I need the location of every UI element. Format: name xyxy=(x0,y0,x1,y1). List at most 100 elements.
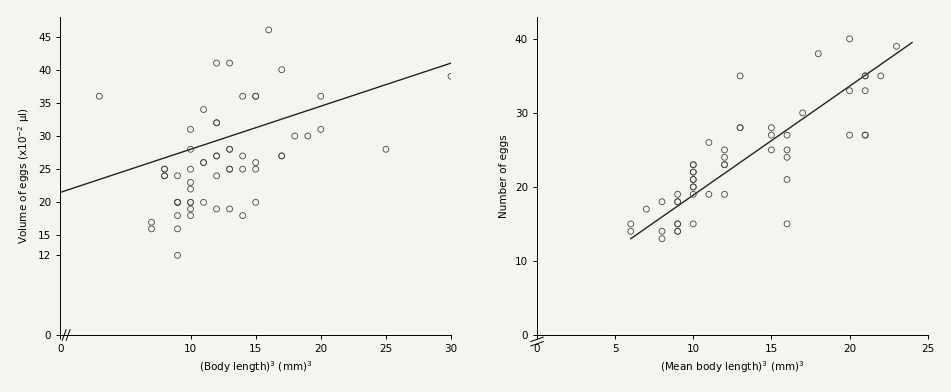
Point xyxy=(686,176,701,183)
Point xyxy=(717,191,732,198)
Point xyxy=(170,172,185,179)
Point xyxy=(274,153,289,159)
Point xyxy=(717,162,732,168)
Point xyxy=(858,73,873,79)
Point xyxy=(262,27,277,33)
Point xyxy=(686,184,701,190)
Point xyxy=(157,172,172,179)
Point xyxy=(183,166,198,172)
Point xyxy=(235,153,250,159)
Point xyxy=(183,199,198,205)
Point xyxy=(209,120,224,126)
Point xyxy=(670,221,686,227)
Point xyxy=(222,166,237,172)
Point xyxy=(183,206,198,212)
Point xyxy=(170,199,185,205)
Point xyxy=(196,160,211,166)
Point xyxy=(235,166,250,172)
Point xyxy=(248,166,263,172)
Point xyxy=(222,166,237,172)
Point xyxy=(764,147,779,153)
Point xyxy=(670,221,686,227)
Point xyxy=(780,221,795,227)
Point xyxy=(209,153,224,159)
Point xyxy=(889,43,904,49)
Point xyxy=(686,162,701,168)
Point xyxy=(654,228,670,234)
Point xyxy=(248,160,263,166)
Point xyxy=(170,199,185,205)
Point xyxy=(623,228,638,234)
Point xyxy=(222,206,237,212)
Point xyxy=(183,212,198,219)
Y-axis label: Volume of eggs (x10$^{-2}$ μl): Volume of eggs (x10$^{-2}$ μl) xyxy=(17,107,32,244)
Point xyxy=(858,87,873,94)
Point xyxy=(701,191,716,198)
Point xyxy=(670,199,686,205)
Point xyxy=(686,169,701,175)
Point xyxy=(701,140,716,146)
Point xyxy=(670,228,686,234)
Point xyxy=(209,120,224,126)
Point xyxy=(670,191,686,198)
Point xyxy=(235,93,250,100)
Point xyxy=(717,147,732,153)
Point xyxy=(287,133,302,139)
Point xyxy=(313,93,328,100)
Y-axis label: Number of eggs: Number of eggs xyxy=(499,134,510,218)
Point xyxy=(209,206,224,212)
Point xyxy=(196,199,211,205)
Point xyxy=(274,153,289,159)
Point xyxy=(670,228,686,234)
Point xyxy=(810,51,825,57)
Point xyxy=(732,73,747,79)
Point xyxy=(248,93,263,100)
Point xyxy=(623,221,638,227)
Point xyxy=(222,146,237,152)
Point xyxy=(686,162,701,168)
Point xyxy=(209,153,224,159)
Point xyxy=(732,125,747,131)
Point xyxy=(670,199,686,205)
Point xyxy=(654,199,670,205)
Point xyxy=(222,146,237,152)
Point xyxy=(248,199,263,205)
Point xyxy=(196,106,211,113)
Point xyxy=(196,160,211,166)
Point xyxy=(842,87,857,94)
X-axis label: (Mean body length)$^3$ (mm)$^3$: (Mean body length)$^3$ (mm)$^3$ xyxy=(660,359,805,375)
Point xyxy=(732,125,747,131)
Point xyxy=(858,132,873,138)
Point xyxy=(780,176,795,183)
Point xyxy=(183,126,198,132)
Point xyxy=(209,60,224,66)
Point xyxy=(235,212,250,219)
Point xyxy=(842,132,857,138)
Point xyxy=(686,169,701,175)
Point xyxy=(313,126,328,132)
Point xyxy=(91,93,107,100)
Point xyxy=(639,206,654,212)
Point xyxy=(209,172,224,179)
Point xyxy=(183,179,198,185)
Point xyxy=(764,125,779,131)
Point xyxy=(780,132,795,138)
Point xyxy=(170,199,185,205)
Point xyxy=(183,186,198,192)
Point xyxy=(686,176,701,183)
Point xyxy=(222,60,237,66)
Point xyxy=(170,226,185,232)
Point xyxy=(157,166,172,172)
Point xyxy=(780,154,795,160)
Point xyxy=(157,166,172,172)
Point xyxy=(378,146,394,152)
Point xyxy=(858,73,873,79)
Point xyxy=(795,110,810,116)
Point xyxy=(170,212,185,219)
Point xyxy=(144,219,159,225)
Point xyxy=(873,73,888,79)
Point xyxy=(157,172,172,179)
Point xyxy=(170,252,185,258)
Point xyxy=(654,236,670,242)
Point xyxy=(842,36,857,42)
